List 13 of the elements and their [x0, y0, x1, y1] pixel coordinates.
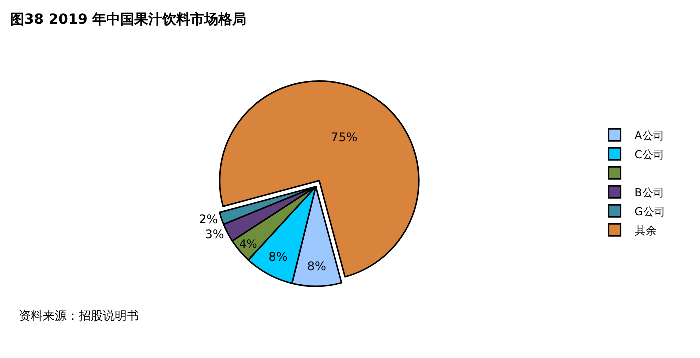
data-label: 75% [331, 130, 358, 145]
legend-label: G公司 [634, 205, 666, 218]
data-label: 4% [239, 238, 258, 251]
data-label: 8% [268, 250, 288, 264]
text: 资料来源：招股说明书 [19, 309, 139, 323]
legend-label: B公司 [634, 186, 664, 200]
data-label: 8% [307, 260, 326, 274]
legend-label: A公司 [634, 129, 664, 142]
legend-label: 其余 [634, 224, 657, 238]
chart-title: 图38 2019 年中国果汁饮料市场格局 [10, 11, 247, 28]
data-label: 2% [199, 212, 218, 226]
legend-label: C公司 [634, 148, 664, 162]
data-label: 3% [205, 228, 224, 242]
